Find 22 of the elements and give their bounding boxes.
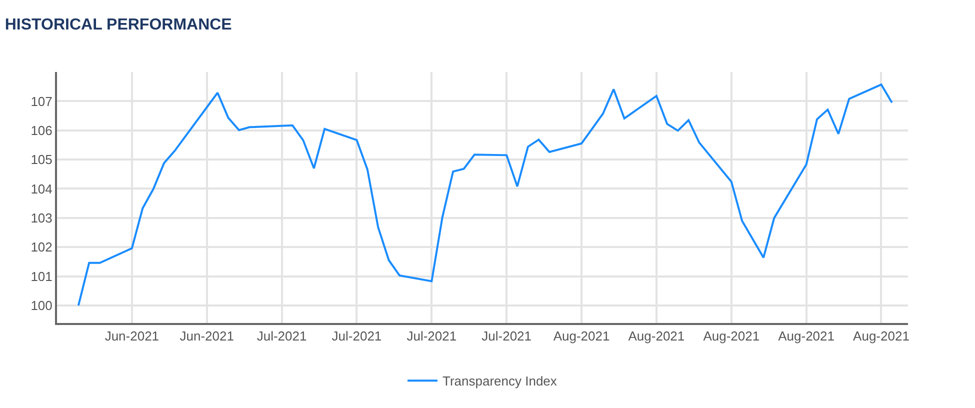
x-tick-label: Aug-2021 xyxy=(778,328,835,344)
y-tick-label: 103 xyxy=(30,210,52,226)
x-tick-label: Aug-2021 xyxy=(703,328,760,344)
x-tick-label: Aug-2021 xyxy=(628,328,685,344)
y-tick-label: 104 xyxy=(30,181,52,196)
x-tick-label: Jun-2021 xyxy=(180,328,234,344)
y-tick-label: 106 xyxy=(30,122,52,138)
x-tick-label: Jul-2021 xyxy=(332,328,382,344)
x-tick-label: Jul-2021 xyxy=(256,328,307,344)
y-tick-label: 101 xyxy=(30,268,52,284)
legend-label: Transparency Index xyxy=(442,374,558,389)
y-tick-label: 105 xyxy=(30,152,52,168)
x-tick-label: Jun-2021 xyxy=(104,328,160,344)
x-tick-label: Jul-2021 xyxy=(406,328,457,344)
y-tick-label: 102 xyxy=(30,240,52,255)
line-series xyxy=(77,84,893,306)
y-tick-label: 107 xyxy=(30,94,52,109)
x-tick-label: Aug-2021 xyxy=(553,328,610,344)
x-tick-label: Aug-2021 xyxy=(853,328,910,344)
y-tick-label: 100 xyxy=(30,298,52,314)
chart-title: HISTORICAL PERFORMANCE xyxy=(4,16,232,34)
x-tick-label: Jul-2021 xyxy=(482,328,532,344)
